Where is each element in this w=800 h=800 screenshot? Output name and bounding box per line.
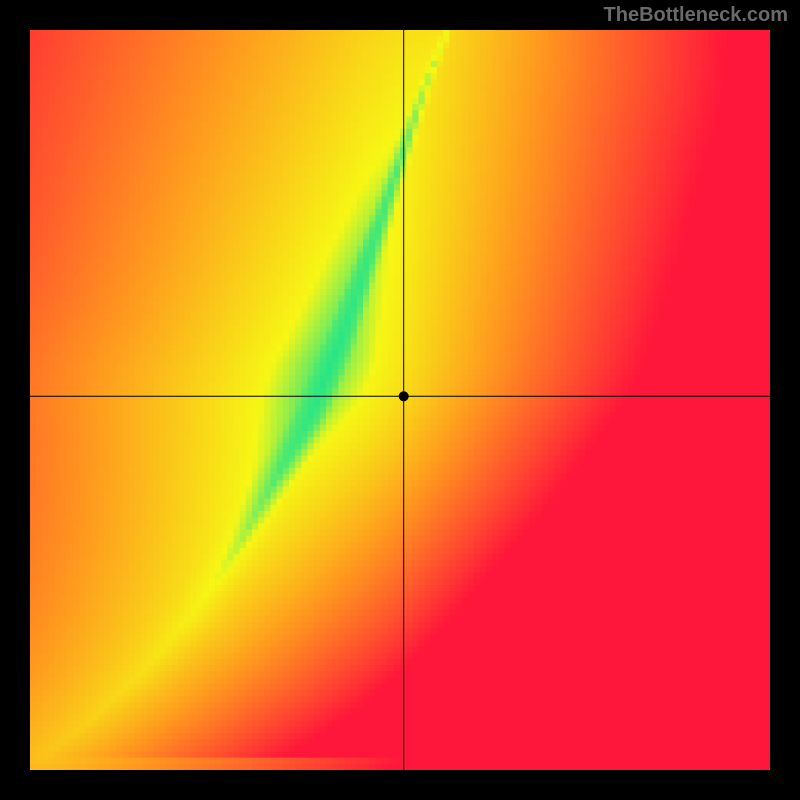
heatmap-svg [30, 30, 770, 770]
heatmap-plot [30, 30, 770, 770]
heatmap-cells [30, 30, 770, 770]
watermark-text: TheBottleneck.com [604, 4, 788, 27]
chart-container: TheBottleneck.com [0, 0, 800, 800]
